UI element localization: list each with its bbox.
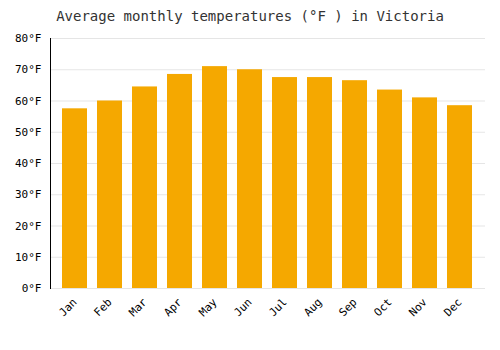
svg-text:Oct: Oct <box>371 296 394 319</box>
svg-text:Jun: Jun <box>231 296 254 319</box>
svg-text:50°F: 50°F <box>15 126 42 139</box>
svg-text:60°F: 60°F <box>15 95 42 108</box>
svg-text:Apr: Apr <box>161 295 185 319</box>
html-text:Average monthly temperatures (: Average monthly temperatures (°F ) in Vi… <box>56 8 444 24</box>
svg-text:Nov: Nov <box>406 295 430 319</box>
svg-text:May: May <box>196 295 220 319</box>
svg-text:Sep: Sep <box>336 296 359 319</box>
svg-text:0°F: 0°F <box>22 282 42 295</box>
svg-text:40°F: 40°F <box>15 157 42 170</box>
svg-text:Jan: Jan <box>56 296 79 319</box>
svg-text:Jul: Jul <box>266 296 289 319</box>
svg-text:Aug: Aug <box>301 296 324 319</box>
svg-text:Mar: Mar <box>126 295 150 319</box>
svg-text:Feb: Feb <box>91 296 114 319</box>
svg-text:Dec: Dec <box>441 296 464 319</box>
svg-text:20°F: 20°F <box>15 220 42 233</box>
svg-text:10°F: 10°F <box>15 251 42 264</box>
svg-text:80°F: 80°F <box>15 32 42 45</box>
svg-text:70°F: 70°F <box>15 63 42 76</box>
svg-text:30°F: 30°F <box>15 188 42 201</box>
